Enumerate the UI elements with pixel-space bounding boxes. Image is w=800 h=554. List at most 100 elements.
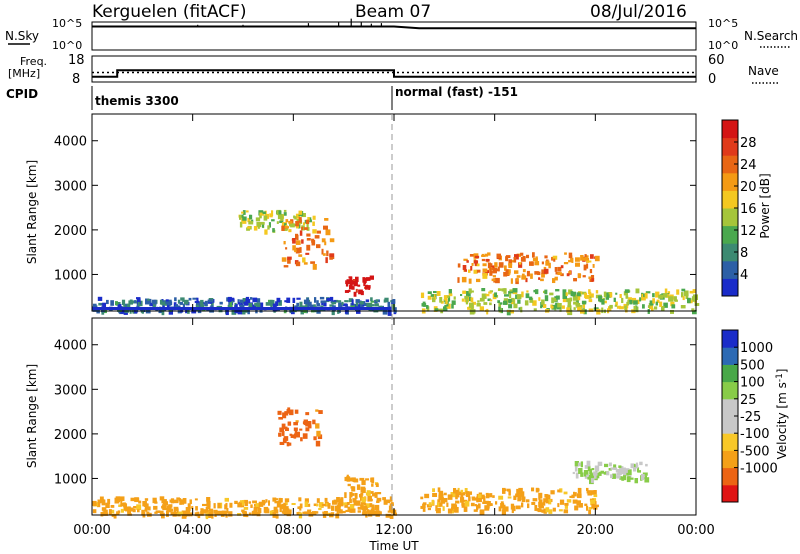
power-cell <box>573 307 576 310</box>
power-cell <box>290 223 295 228</box>
velocity-cell <box>359 494 363 498</box>
velocity-cell <box>619 476 623 480</box>
velocity-cell <box>304 511 309 515</box>
power-cell <box>533 289 537 293</box>
power-colorbar-swatch <box>722 155 738 174</box>
power-colorbar: 4 8 12 16 20 24 28 <box>721 119 757 297</box>
power-cell <box>166 303 170 309</box>
power-cell <box>137 302 140 307</box>
power-cell <box>445 298 448 305</box>
velocity-cell <box>371 483 374 487</box>
velocity-cell <box>352 498 357 503</box>
power-cell <box>566 273 570 277</box>
velocity-cell <box>144 505 148 509</box>
power-cell <box>260 302 264 308</box>
velocity-cell <box>502 507 506 513</box>
power-cell <box>655 291 660 298</box>
velocity-cell <box>268 500 271 506</box>
power-cell <box>360 305 364 308</box>
velocity-cell <box>113 513 117 519</box>
power-cell <box>326 250 329 257</box>
velocity-cell <box>318 507 322 511</box>
velocity-cell <box>526 499 530 503</box>
velocity-cell <box>296 512 300 515</box>
power-cell <box>162 302 165 308</box>
velocity-cell <box>243 507 249 510</box>
velocity-cell <box>464 501 470 507</box>
power-cell <box>161 310 165 316</box>
velocity-cell <box>278 432 282 437</box>
velocity-cell <box>137 509 140 513</box>
velocity-cell <box>166 508 169 514</box>
velocity-cell <box>195 506 198 511</box>
power-cell <box>540 278 544 282</box>
velocity-cell <box>589 468 593 475</box>
velocity-colorbar-swatch <box>722 484 738 503</box>
power-cell <box>384 297 389 303</box>
power-cell <box>582 303 586 309</box>
power-cell <box>324 241 327 246</box>
velocity-cell <box>315 440 321 447</box>
power-cell <box>272 303 277 308</box>
power-cell <box>320 300 325 304</box>
velocity-cell <box>136 504 142 510</box>
velocity-cell <box>626 476 631 483</box>
power-colorbar-swatch <box>722 278 738 297</box>
power-cell <box>684 290 689 297</box>
power-cell <box>351 299 354 306</box>
velocity-cell <box>244 501 248 507</box>
velocity-cell <box>281 431 285 436</box>
velocity-cell <box>275 514 279 519</box>
power-cell <box>508 263 513 269</box>
velocity-cell <box>642 472 648 476</box>
power-colorbar-swatch <box>722 190 738 209</box>
velocity-cell <box>344 476 348 482</box>
velocity-cell <box>337 502 342 507</box>
velocity-cell <box>517 494 522 500</box>
power-cell <box>601 299 605 305</box>
power-cell <box>231 309 237 315</box>
velocity-cell <box>588 509 592 515</box>
velocity-cell <box>366 511 369 514</box>
power-cell <box>278 300 282 306</box>
velocity-cell <box>634 478 639 484</box>
power-cell <box>151 299 157 305</box>
velocity-cell <box>257 507 261 513</box>
velocity-cell <box>637 467 640 473</box>
power-cell <box>481 253 484 257</box>
nsky-spikes <box>197 18 383 27</box>
power-cell <box>476 269 481 273</box>
velocity-cell <box>130 507 134 512</box>
time-tick-label: 20:00 <box>577 523 614 538</box>
power-cell <box>520 252 524 256</box>
power-cell <box>242 298 246 304</box>
power-cell <box>495 277 500 284</box>
velocity-cell <box>365 492 370 496</box>
velocity-cell <box>438 495 444 500</box>
power-cell <box>451 300 456 305</box>
power-cell <box>655 301 658 306</box>
power-cell <box>580 255 584 261</box>
power-cell <box>387 301 391 308</box>
velocity-cell <box>471 497 477 501</box>
velocity-cell <box>389 514 394 519</box>
power-cell <box>268 222 271 228</box>
power-colorbar-tick: 16 <box>740 202 757 217</box>
power-cell <box>581 291 587 295</box>
velocity-cell <box>341 510 346 514</box>
velocity-colorbar-swatch <box>722 398 738 417</box>
power-cell <box>534 261 540 266</box>
velocity-cell <box>203 509 207 514</box>
power-cell <box>521 275 527 280</box>
power-cell <box>336 300 342 303</box>
power-cell <box>448 296 451 302</box>
power-cell <box>670 310 674 314</box>
velocity-cell <box>538 499 543 503</box>
velocity-cell <box>610 467 616 470</box>
power-cell <box>464 296 469 303</box>
beam-title: Beam 07 <box>355 2 431 22</box>
velocity-cell <box>316 498 320 503</box>
power-cell <box>615 292 618 295</box>
velocity-cell <box>591 468 595 471</box>
power-cell <box>247 217 251 223</box>
